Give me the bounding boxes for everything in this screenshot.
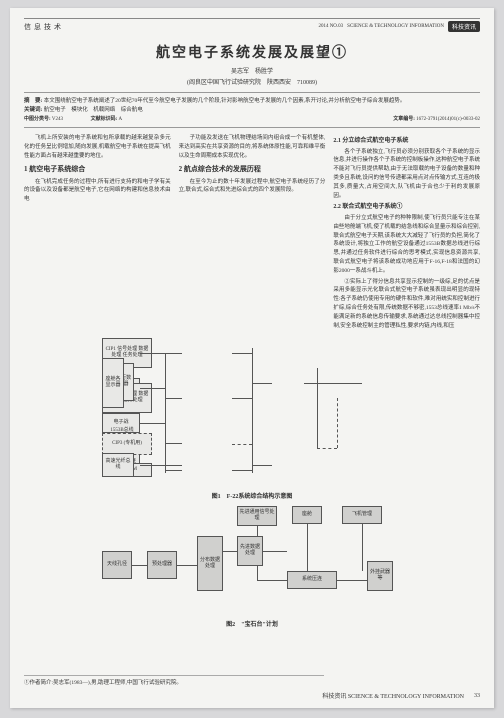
fig1-caption: 图1 F-22系统综合结构示意图 [24, 491, 480, 500]
sec1-p1: 在飞机完成任务的过程中,所有进行支持的和电子学有关的设备以及设备都是航空电子,它… [24, 178, 171, 204]
issue: 2014 NO.03 [318, 24, 343, 29]
header-bar: 信息技术 2014 NO.03 SCIENCE & TECHNOLOGY INF… [24, 18, 480, 32]
clc-text: V243 [52, 117, 63, 122]
fig2-pre: 预处理器 [147, 551, 177, 579]
doc-text: A [118, 117, 122, 122]
col3-p2: 由于分立式航空电子的种种限制,使飞行员只能专注在某由些地舱端飞机,使了机载的结急… [333, 214, 480, 276]
col3-p1: 各个子系统独立,飞行员必须分别获取各个子系统的显示信息,并进行操作各个子系统的控… [333, 148, 480, 201]
header-right: 2014 NO.03 SCIENCE & TECHNOLOGY INFORMAT… [318, 21, 480, 32]
subsection-21: 2.1 分立综合式航空电子系统 [333, 137, 480, 147]
fig2-mgmt: 飞机管理 [342, 506, 382, 524]
badge: 科技资讯 [448, 21, 480, 32]
footer-journal: 科技资讯 SCIENCE & TECHNOLOGY INFORMATION [322, 691, 464, 700]
footnote: ①作者简介:吴志军(1983—),男,助理工程师,中国飞行试验研究院。 [24, 675, 324, 686]
abstract-label: 摘 要: [24, 98, 42, 104]
section-2-title: 2 航点综合技术的发展历程 [179, 164, 326, 175]
id-label: 文章编号: [393, 117, 415, 122]
body-columns: 飞机上所安装的电子系统和包所承载的越来越复杂多元化的任务呈比例增加,随向发展,机… [24, 134, 480, 332]
column-3: 2.1 分立综合式航空电子系统 各个子系统独立,飞行员必须分别获取各个子系统的显… [333, 134, 480, 332]
article-title: 航空电子系统发展及展望① [24, 42, 480, 62]
doc-label: 文献标识码: [91, 117, 118, 122]
fig1-disp: 座舱各显示器 [102, 358, 124, 408]
figure-1: 雷达 CNI 电子战 占战点火外连路 CIP1 信号处理 数据处理 任务处理 C… [24, 338, 480, 500]
col2-p1: 子功能及发送在飞机物理结场间内组合成一个有机整体,来达到高实在共享资源的目的,将… [179, 134, 326, 160]
fig2-core: 座舱 [292, 506, 322, 524]
abstract-text: 本文围绕航空电子系统阐述了20世纪70年代至今航空电子发展的几个阶段,针对影响航… [44, 98, 406, 104]
fig2-sig: 先进通用信号处理 [237, 506, 277, 526]
keywords-label: 关键词: [24, 107, 42, 113]
figure-2: 天线孔径 预处理器 分布数据处理 先进数据处理 先进通用信号处理 座舱 飞机管理… [24, 506, 480, 628]
fig1-bus: 1553B总线 [102, 423, 142, 439]
column-1: 飞机上所安装的电子系统和包所承载的越来越复杂多元化的任务呈比例增加,随向发展,机… [24, 134, 171, 332]
fig2-dsp: 分布数据处理 [197, 536, 223, 591]
id-text: 1672-3791(2014)01(c)-0033-02 [416, 117, 480, 122]
journal-en: SCIENCE & TECHNOLOGY INFORMATION [347, 24, 444, 29]
section-1-title: 1 航空电子系统综合 [24, 164, 171, 175]
category: 信息技术 [24, 22, 64, 32]
col3-p3: ②实际上了得分信息共享显示控制的一级综,足的优点是采用多能显示光化联合式航空电子… [333, 278, 480, 331]
affiliation: (阎良区中国飞行试验研究院 陕西西安 710089) [24, 77, 480, 86]
col2-p2: 在至今为止的数十年发展过程中,航空电子系统经历了分立,联合式,综合式和先进综合式… [179, 178, 326, 196]
keywords-text: 航空电子 模块化 机载网络 综合航电 [44, 107, 143, 113]
clc-label: 中图分类号: [24, 117, 51, 122]
page-footer: 科技资讯 SCIENCE & TECHNOLOGY INFORMATION 33 [10, 691, 494, 700]
intro-para: 飞机上所安装的电子系统和包所承载的越来越复杂多元化的任务呈比例增加,随向发展,机… [24, 134, 171, 160]
fig1-hs: 高速光纤总线 [102, 453, 134, 477]
fig2-ant: 天线孔径 [102, 551, 132, 579]
fig2-adv: 先进数据处理 [237, 536, 263, 566]
subsection-22: 2.2 联合式航空电子系统① [333, 203, 480, 213]
abstract-block: 摘 要: 本文围绕航空电子系统阐述了20世纪70年代至今航空电子发展的几个阶段,… [24, 92, 480, 128]
column-2: 子功能及发送在飞机物理结场间内组合成一个有机整体,来达到高实在共享资源的目的,将… [179, 134, 326, 332]
fig2-compress: 系统压连 [287, 571, 337, 589]
authors: 吴志军 杨胜学 [24, 66, 480, 75]
fig2-caption: 图2 "宝石台"计划 [24, 619, 480, 628]
footer-page: 33 [474, 693, 480, 699]
fig2-ext: 外挂武器等 [367, 561, 393, 591]
